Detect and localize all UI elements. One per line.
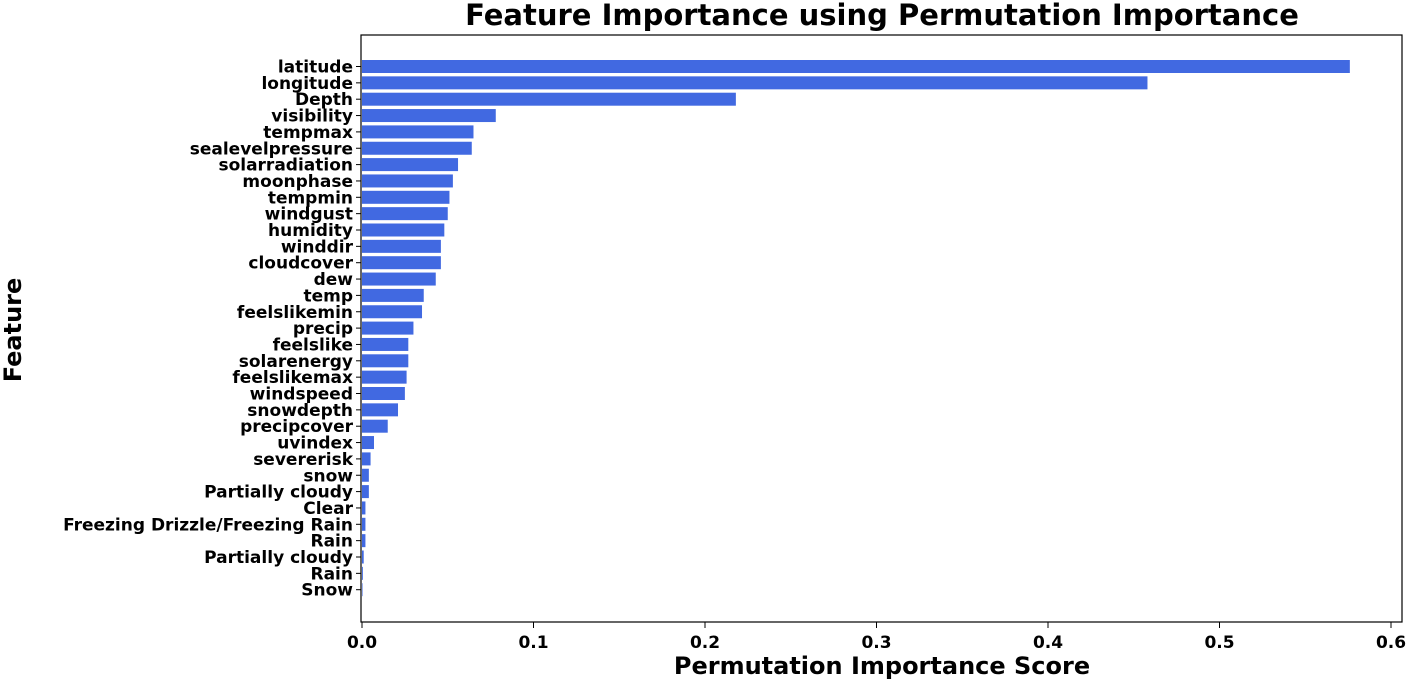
category-label: snowdepth: [247, 401, 353, 421]
category-label: windgust: [265, 205, 353, 225]
x-tick-label: 0.6: [1376, 633, 1406, 653]
bar: [362, 60, 1350, 73]
category-label: severerisk: [253, 450, 354, 470]
bar: [362, 76, 1148, 90]
category-label: precipcover: [240, 417, 354, 437]
category-label: Rain: [311, 532, 354, 552]
bar: [362, 419, 388, 433]
bar: [362, 92, 736, 106]
bar: [362, 256, 441, 270]
bar: [362, 125, 474, 139]
bar: [362, 517, 366, 531]
category-label: Depth: [295, 90, 353, 110]
bar: [362, 468, 369, 482]
bar: [362, 550, 364, 564]
x-tick-label: 0.5: [1204, 633, 1234, 653]
x-tick-label: 0.0: [347, 633, 377, 653]
category-label: dew: [314, 270, 354, 290]
bar: [362, 534, 366, 548]
bar: [362, 452, 371, 466]
category-labels: latitudelongitudeDepthvisibilitytempmaxs…: [63, 58, 361, 601]
category-label: tempmax: [263, 123, 353, 143]
category-label: feelslikemin: [237, 303, 353, 323]
category-label: precip: [293, 319, 353, 339]
category-label: solarenergy: [239, 352, 353, 372]
category-label: latitude: [278, 58, 353, 78]
category-label: Rain: [311, 564, 354, 584]
bar: [362, 207, 448, 221]
category-label: Snow: [301, 581, 353, 601]
category-label: longitude: [261, 74, 353, 94]
category-label: tempmin: [268, 188, 353, 208]
bar: [362, 288, 424, 302]
bar: [362, 387, 405, 400]
category-label: solarradiation: [218, 156, 353, 176]
bar: [362, 141, 472, 155]
bar: [362, 403, 399, 417]
y-axis-label: Feature: [0, 278, 27, 383]
category-label: feelslike: [273, 335, 353, 355]
bar: [362, 190, 450, 204]
category-label: winddir: [281, 237, 354, 257]
category-label: Partially cloudy: [204, 548, 353, 568]
bar: [362, 501, 366, 515]
bar: [362, 566, 363, 580]
category-label: windspeed: [250, 385, 353, 405]
category-label: humidity: [268, 221, 353, 241]
category-label: Freezing Drizzle/Freezing Rain: [63, 515, 353, 535]
category-label: cloudcover: [248, 254, 353, 274]
category-label: visibility: [271, 107, 353, 127]
bar: [362, 485, 369, 499]
category-label: uvindex: [277, 434, 353, 454]
category-label: Clear: [303, 499, 353, 519]
x-tick-label: 0.2: [690, 633, 720, 653]
x-tick-label: 0.4: [1033, 633, 1063, 653]
bar: [362, 370, 407, 384]
category-label: snow: [303, 466, 353, 486]
bar: [362, 272, 436, 286]
x-tick-label: 0.3: [861, 633, 891, 653]
chart-title: Feature Importance using Permutation Imp…: [465, 0, 1299, 32]
category-label: moonphase: [242, 172, 353, 192]
bar: [362, 158, 459, 172]
bar: [362, 321, 414, 335]
category-label: sealevelpressure: [190, 139, 353, 159]
x-tick-label: 0.1: [518, 633, 548, 653]
bar: [362, 109, 496, 123]
bar: [362, 354, 409, 368]
category-label: temp: [303, 286, 353, 306]
bar: [362, 174, 453, 188]
bar: [362, 239, 441, 253]
x-axis-label: Permutation Importance Score: [674, 652, 1090, 680]
bar: [362, 305, 423, 319]
bars-group: [362, 60, 1350, 597]
bar: [362, 223, 445, 237]
bar: [362, 583, 363, 597]
category-label: feelslikemax: [232, 368, 353, 388]
x-ticks: 0.0 0.1 0.2 0.3 0.4 0.5 0.6: [347, 622, 1406, 653]
plot-frame: [360, 34, 1403, 623]
category-label: Partially cloudy: [204, 483, 353, 503]
bar: [362, 337, 409, 351]
bar: [362, 436, 374, 450]
